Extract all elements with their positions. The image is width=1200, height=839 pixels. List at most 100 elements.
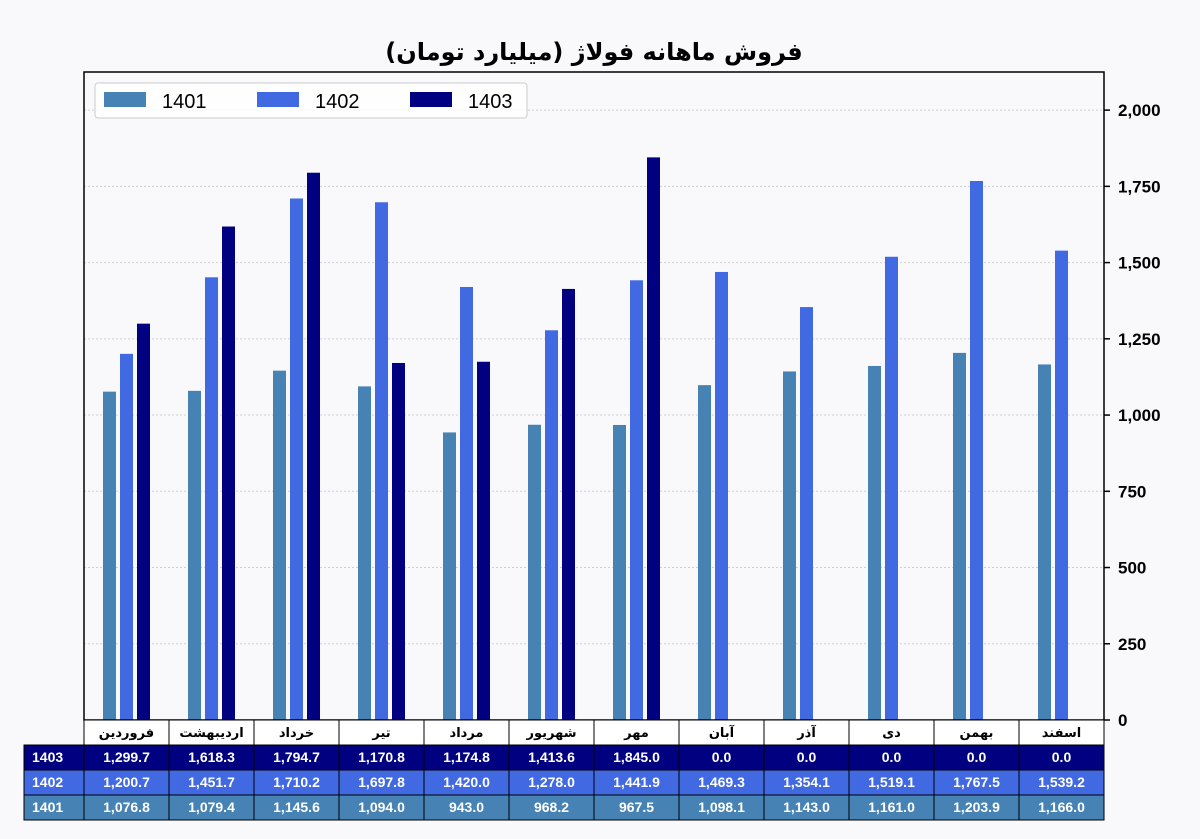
table-value-1401-6: 967.5 — [619, 799, 654, 815]
table-header-2: خرداد — [279, 726, 314, 741]
table-value-1402-4: 1,420.0 — [443, 774, 490, 790]
table-value-1402-6: 1,441.9 — [613, 774, 660, 790]
table-cell — [423, 794, 510, 821]
table-cell — [933, 794, 1020, 821]
table-value-1401-2: 1,145.6 — [273, 799, 320, 815]
bar-1402-8 — [800, 307, 813, 720]
bar-1401-2 — [273, 370, 286, 720]
bar-1401-7 — [698, 385, 711, 720]
table-value-1402-11: 1,539.2 — [1038, 774, 1085, 790]
table-cell — [1018, 794, 1105, 821]
table-cell — [678, 794, 765, 821]
legend-label-1403: 1403 — [468, 91, 513, 113]
table-value-1403-3: 1,170.8 — [358, 749, 405, 765]
table-value-1402-2: 1,710.2 — [273, 774, 320, 790]
legend-label-1402: 1402 — [315, 91, 360, 113]
bar-1402-4 — [460, 286, 473, 720]
table-value-1403-4: 1,174.8 — [443, 749, 490, 765]
table-header-10: بهمن — [960, 726, 994, 741]
bar-1401-11 — [1038, 364, 1051, 720]
table-value-1403-11: 0.0 — [1052, 749, 1072, 765]
table-cell — [508, 794, 595, 821]
chart-title: فروش ماهانه فولاژ (میلیارد تومان) — [385, 38, 802, 66]
bar-1402-11 — [1055, 250, 1068, 721]
table-header-7: آبان — [709, 724, 735, 741]
table-header-cell — [253, 719, 340, 746]
table-value-1401-11: 1,166.0 — [1038, 799, 1085, 815]
table-header-8: آذر — [796, 724, 816, 741]
table-header-cell — [1018, 719, 1105, 746]
table-cell — [83, 794, 170, 821]
table-cell — [253, 744, 340, 771]
table-value-1403-5: 1,413.6 — [528, 749, 575, 765]
table-cell — [678, 744, 765, 771]
y-tick-label: 500 — [1118, 559, 1146, 578]
bar-1401-0 — [103, 391, 116, 720]
legend-swatch-1403 — [410, 92, 452, 107]
legend-box — [94, 82, 528, 119]
bar-1403-3 — [392, 362, 405, 720]
table-cell — [933, 744, 1020, 771]
bar-1402-3 — [375, 202, 388, 720]
table-value-1402-8: 1,354.1 — [783, 774, 830, 790]
table-value-1403-10: 0.0 — [967, 749, 987, 765]
plot-frame — [83, 71, 1105, 721]
y-axis: 0 250 500 750 1,000 1,250 1,500 1,750 2,000 — [1104, 101, 1161, 730]
table-cell — [423, 769, 510, 796]
table-row-label-1402: 1402 — [32, 774, 63, 790]
data-table: فروردین اردیبهشت خرداد تیر مرداد شهریور مهر آبا… — [23, 719, 1105, 821]
table-value-1402-9: 1,519.1 — [868, 774, 915, 790]
table-value-1402-10: 1,767.5 — [953, 774, 1000, 790]
legend-swatch-1401 — [104, 92, 146, 107]
table-value-1401-0: 1,076.8 — [103, 799, 150, 815]
bar-1401-5 — [528, 424, 541, 720]
table-header-cell — [678, 719, 765, 746]
bar-1401-9 — [868, 365, 881, 720]
table-value-1401-3: 1,094.0 — [358, 799, 405, 815]
table-cell — [508, 769, 595, 796]
table-header-cell — [933, 719, 1020, 746]
table-value-1401-1: 1,079.4 — [188, 799, 235, 815]
table-cell — [848, 744, 935, 771]
table-value-1402-0: 1,200.7 — [103, 774, 150, 790]
grid-lines — [84, 109, 1104, 645]
table-cell — [508, 744, 595, 771]
table-header-6: مهر — [623, 726, 649, 741]
bar-1402-0 — [120, 353, 133, 720]
table-value-1401-7: 1,098.1 — [698, 799, 745, 815]
bar-1401-8 — [783, 371, 796, 720]
table-cell — [1018, 769, 1105, 796]
table-value-1402-3: 1,697.8 — [358, 774, 405, 790]
table-value-1403-9: 0.0 — [882, 749, 902, 765]
bar-1403-2 — [307, 172, 320, 721]
table-header-9: دی — [882, 726, 901, 741]
table-header-11: اسفند — [1042, 726, 1081, 741]
table-row-label-1403: 1403 — [32, 749, 63, 765]
table-cell — [168, 744, 255, 771]
table-row-label-1401: 1401 — [32, 799, 63, 815]
table-value-1401-9: 1,161.0 — [868, 799, 915, 815]
table-cell — [763, 794, 850, 821]
table-value-1403-1: 1,618.3 — [188, 749, 235, 765]
table-cell — [338, 744, 425, 771]
bar-1402-9 — [885, 256, 898, 720]
bar-1402-1 — [205, 277, 218, 720]
bars — [103, 157, 1068, 721]
table-value-1402-7: 1,469.3 — [698, 774, 745, 790]
y-tick-label: 1,750 — [1118, 177, 1161, 196]
legend: 1401 1402 1403 — [94, 82, 528, 119]
bar-1401-4 — [443, 432, 456, 720]
y-tick-label: 0 — [1118, 711, 1127, 730]
table-cell — [168, 794, 255, 821]
table-cell — [763, 744, 850, 771]
y-tick-label: 750 — [1118, 482, 1146, 501]
bar-1402-6 — [630, 280, 643, 720]
y-tick-label: 1,500 — [1118, 254, 1161, 273]
bar-1402-2 — [290, 198, 303, 720]
bar-1403-0 — [137, 323, 150, 720]
bar-1403-6 — [647, 157, 660, 720]
bar-1403-1 — [222, 226, 235, 721]
table-header-1: اردیبهشت — [179, 726, 243, 741]
